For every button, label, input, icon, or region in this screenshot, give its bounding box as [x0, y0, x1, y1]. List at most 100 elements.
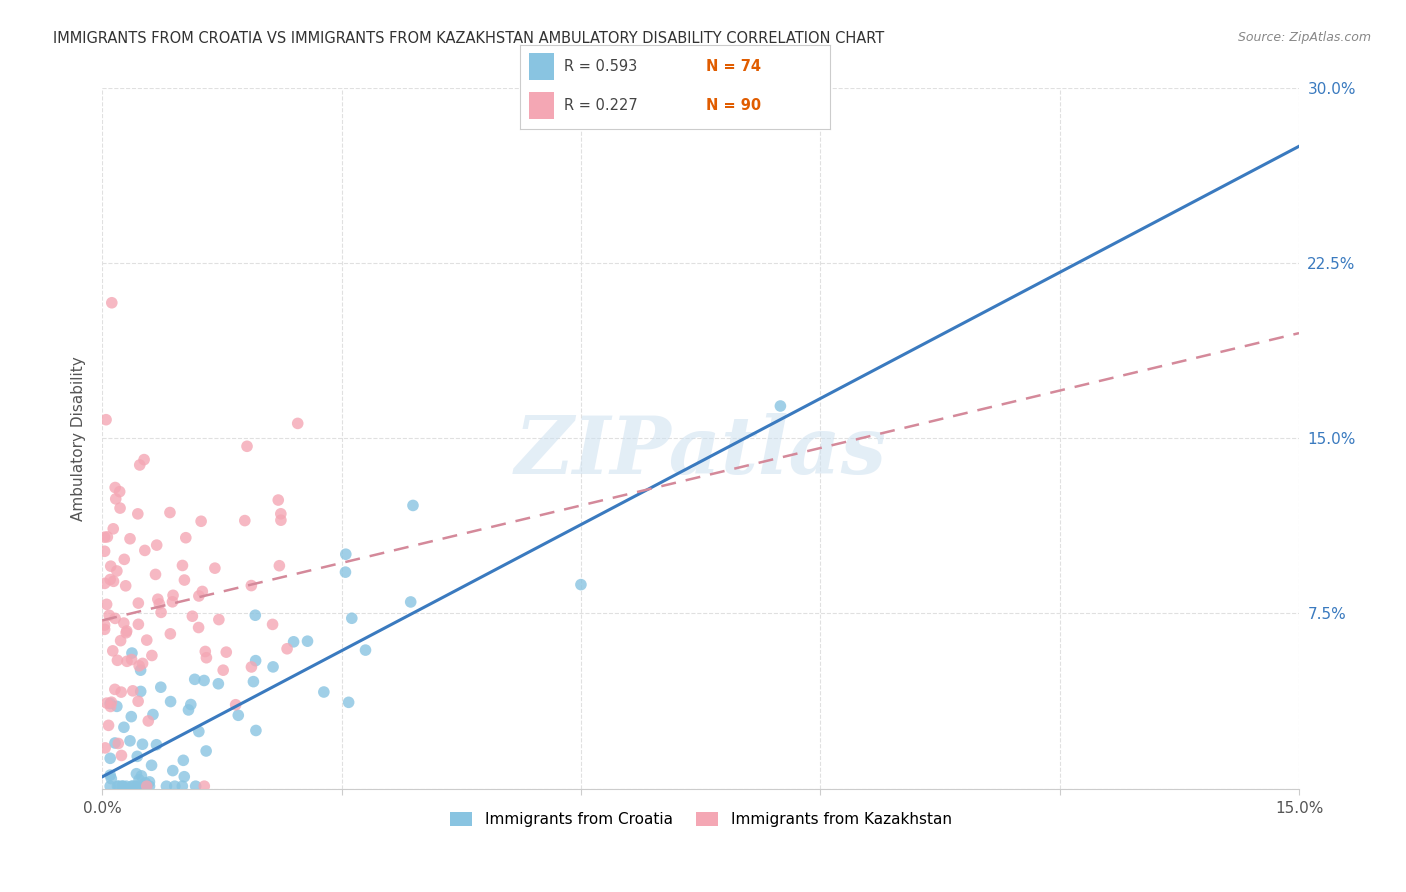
Point [121, 779, 143, 793]
Point [110, 748, 132, 763]
Point [104, 682, 127, 697]
Point [337, 695, 360, 709]
Point [101, 644, 124, 658]
Point [297, 634, 319, 648]
Point [276, 641, 298, 656]
Text: R = 0.227: R = 0.227 [564, 98, 637, 113]
Point [269, 558, 291, 573]
Point [145, 567, 167, 582]
Point [159, 627, 181, 641]
Point [101, 295, 124, 310]
Point [93, 623, 115, 637]
Point [105, 699, 128, 714]
Point [104, 481, 127, 495]
Point [242, 674, 264, 689]
Point [121, 779, 143, 793]
Point [121, 683, 143, 698]
Point [159, 695, 181, 709]
Text: IMMIGRANTS FROM CROATIA VS IMMIGRANTS FROM KAZAKHSTAN AMBULATORY DISABILITY CORR: IMMIGRANTS FROM CROATIA VS IMMIGRANTS FR… [53, 31, 884, 46]
Point [110, 685, 132, 699]
Point [127, 507, 149, 521]
Point [105, 564, 128, 578]
Point [138, 775, 160, 789]
Point [135, 779, 157, 793]
Point [193, 779, 215, 793]
Point [162, 595, 184, 609]
Point [98, 697, 121, 711]
Point [233, 514, 256, 528]
Point [162, 588, 184, 602]
Point [190, 514, 212, 528]
Point [207, 677, 229, 691]
Point [129, 663, 152, 677]
Point [187, 620, 209, 634]
Point [96, 696, 118, 710]
Point [141, 648, 163, 663]
Y-axis label: Ambulatory Disability: Ambulatory Disability [72, 356, 86, 521]
Point [94, 413, 117, 427]
Point [108, 484, 131, 499]
Point [98, 768, 121, 782]
Point [399, 595, 422, 609]
Point [340, 611, 363, 625]
Point [93, 530, 115, 544]
Point [283, 635, 305, 649]
Text: R = 0.593: R = 0.593 [564, 59, 637, 74]
Point [118, 532, 141, 546]
Point [129, 684, 152, 698]
Point [120, 709, 142, 723]
Point [131, 657, 153, 671]
Point [112, 720, 135, 734]
Point [100, 695, 122, 709]
Point [127, 779, 149, 793]
Point [215, 645, 238, 659]
Point [127, 749, 149, 764]
Point [127, 617, 149, 632]
Point [100, 699, 122, 714]
Point [98, 573, 121, 587]
Point [125, 766, 148, 780]
Point [112, 552, 135, 566]
Point [128, 772, 150, 787]
Point [191, 584, 214, 599]
Point [107, 653, 129, 667]
Point [236, 439, 259, 453]
Point [181, 609, 204, 624]
Point [145, 538, 167, 552]
Point [194, 644, 217, 658]
Point [146, 592, 169, 607]
Point [94, 740, 117, 755]
Point [270, 513, 292, 527]
Point [98, 751, 121, 765]
Point [127, 596, 149, 610]
Point [402, 499, 425, 513]
Point [173, 573, 195, 587]
Point [131, 769, 153, 783]
Point [174, 531, 197, 545]
Point [187, 589, 209, 603]
Point [149, 680, 172, 694]
Point [103, 522, 125, 536]
Point [112, 616, 135, 631]
Point [121, 652, 143, 666]
Bar [530, 54, 554, 80]
Point [110, 633, 132, 648]
Point [145, 738, 167, 752]
Point [193, 673, 215, 688]
Text: N = 90: N = 90 [706, 98, 761, 113]
Point [177, 703, 200, 717]
Point [115, 779, 138, 793]
Point [134, 543, 156, 558]
Point [769, 399, 792, 413]
Point [121, 646, 143, 660]
Point [111, 779, 134, 793]
Point [155, 779, 177, 793]
Point [212, 663, 235, 677]
Point [163, 779, 186, 793]
Point [312, 685, 335, 699]
Point [128, 658, 150, 673]
Point [204, 561, 226, 575]
Point [287, 417, 309, 431]
Point [172, 779, 194, 793]
Point [115, 625, 138, 640]
